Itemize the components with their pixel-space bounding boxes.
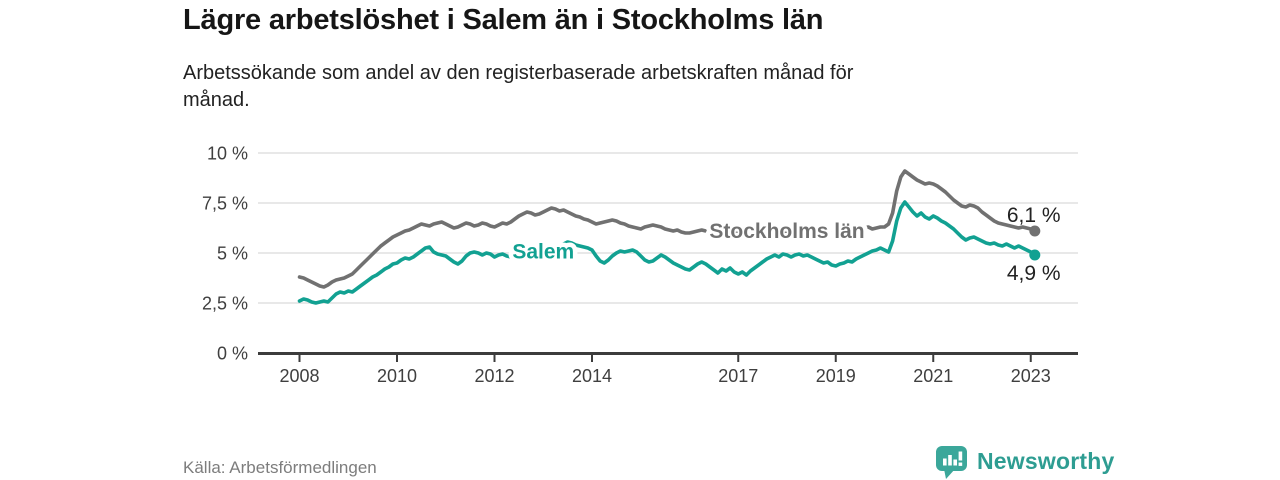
x-tick-label: 2021 [913,366,953,386]
x-tick-label: 2012 [474,366,514,386]
y-tick-label: 5 % [217,244,248,264]
x-tick-label: 2008 [279,366,319,386]
chart-labels: Stockholms län 6,1 % Salem 4,9 % [508,204,1061,285]
brand-name: Newsworthy [977,448,1115,474]
y-tick-label: 10 % [207,144,248,164]
x-axis: 2008 2010 2012 2014 2017 2019 2021 2023 [258,352,1078,386]
series-label-salem: Salem [512,241,574,264]
x-tick-label: 2023 [1011,366,1051,386]
x-tick-label: 2019 [816,366,856,386]
series-line-salem [297,200,1037,305]
end-dot-salem [1029,249,1041,261]
series-line-stockholm [297,169,1037,289]
source-note: Källa: Arbetsförmedlingen [183,458,377,477]
x-tick-label: 2010 [377,366,417,386]
series-label-stockholm: Stockholms län [709,220,864,243]
subtitle-line-2: månad. [183,89,250,111]
end-dot-stockholm [1029,225,1041,237]
y-tick-label: 0 % [217,344,248,364]
x-tick-label: 2017 [718,366,758,386]
brand-logo: Newsworthy [933,443,1114,480]
y-tick-label: 2,5 % [202,294,248,314]
x-tick-label: 2014 [572,366,612,386]
y-tick-label: 7,5 % [202,194,248,214]
gridlines: 0 % 2,5 % 5 % 7,5 % 10 % [202,144,1078,364]
series-lines [297,169,1041,305]
end-value-label-stockholm: 6,1 % [1007,204,1061,227]
subtitle-line-1: Arbetssökande som andel av den registerb… [183,62,854,84]
bar-chart-speech-bubble-icon [936,446,967,479]
page-title: Lägre arbetslöshet i Salem än i Stockhol… [183,4,824,36]
chart-subtitle: Arbetssökande som andel av den registerb… [183,60,1043,114]
end-value-label-salem: 4,9 % [1007,262,1061,285]
